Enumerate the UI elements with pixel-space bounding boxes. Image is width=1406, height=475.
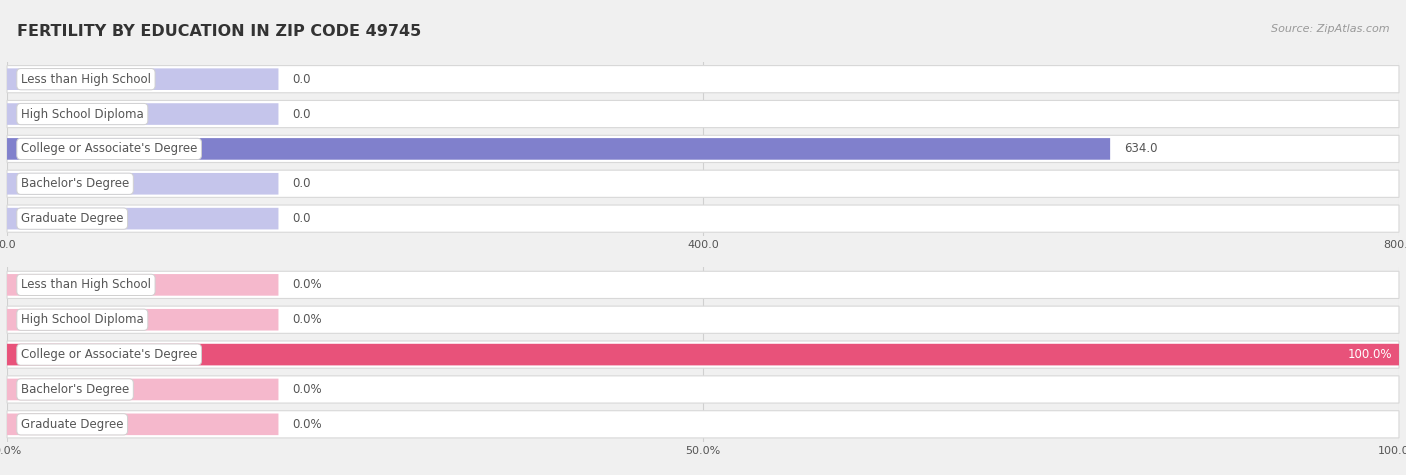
FancyBboxPatch shape — [7, 341, 1399, 368]
FancyBboxPatch shape — [7, 309, 278, 331]
Text: Less than High School: Less than High School — [21, 73, 150, 86]
FancyBboxPatch shape — [7, 376, 1399, 403]
FancyBboxPatch shape — [7, 205, 1399, 232]
Text: High School Diploma: High School Diploma — [21, 313, 143, 326]
Text: FERTILITY BY EDUCATION IN ZIP CODE 49745: FERTILITY BY EDUCATION IN ZIP CODE 49745 — [17, 24, 422, 39]
FancyBboxPatch shape — [7, 100, 1399, 128]
FancyBboxPatch shape — [7, 138, 1111, 160]
FancyBboxPatch shape — [7, 271, 1399, 298]
Text: Less than High School: Less than High School — [21, 278, 150, 291]
Text: Bachelor's Degree: Bachelor's Degree — [21, 383, 129, 396]
Text: Graduate Degree: Graduate Degree — [21, 212, 124, 225]
Text: Bachelor's Degree: Bachelor's Degree — [21, 177, 129, 190]
FancyBboxPatch shape — [7, 208, 278, 229]
Text: Graduate Degree: Graduate Degree — [21, 418, 124, 431]
Text: 0.0%: 0.0% — [292, 278, 322, 291]
FancyBboxPatch shape — [7, 306, 1399, 333]
Text: 0.0%: 0.0% — [292, 418, 322, 431]
FancyBboxPatch shape — [7, 170, 1399, 198]
Text: 0.0: 0.0 — [292, 212, 311, 225]
FancyBboxPatch shape — [7, 173, 278, 195]
FancyBboxPatch shape — [7, 68, 278, 90]
Text: 0.0: 0.0 — [292, 73, 311, 86]
Text: College or Associate's Degree: College or Associate's Degree — [21, 142, 197, 155]
FancyBboxPatch shape — [7, 411, 1399, 438]
Text: 0.0%: 0.0% — [292, 313, 322, 326]
FancyBboxPatch shape — [7, 66, 1399, 93]
Text: 100.0%: 100.0% — [1347, 348, 1392, 361]
FancyBboxPatch shape — [7, 135, 1399, 162]
Text: High School Diploma: High School Diploma — [21, 107, 143, 121]
FancyBboxPatch shape — [7, 274, 278, 295]
Text: 634.0: 634.0 — [1123, 142, 1157, 155]
FancyBboxPatch shape — [7, 379, 278, 400]
FancyBboxPatch shape — [7, 414, 278, 435]
FancyBboxPatch shape — [7, 344, 1399, 365]
Text: 0.0%: 0.0% — [292, 383, 322, 396]
Text: 0.0: 0.0 — [292, 177, 311, 190]
Text: Source: ZipAtlas.com: Source: ZipAtlas.com — [1271, 24, 1389, 34]
Text: College or Associate's Degree: College or Associate's Degree — [21, 348, 197, 361]
FancyBboxPatch shape — [7, 103, 278, 125]
Text: 0.0: 0.0 — [292, 107, 311, 121]
